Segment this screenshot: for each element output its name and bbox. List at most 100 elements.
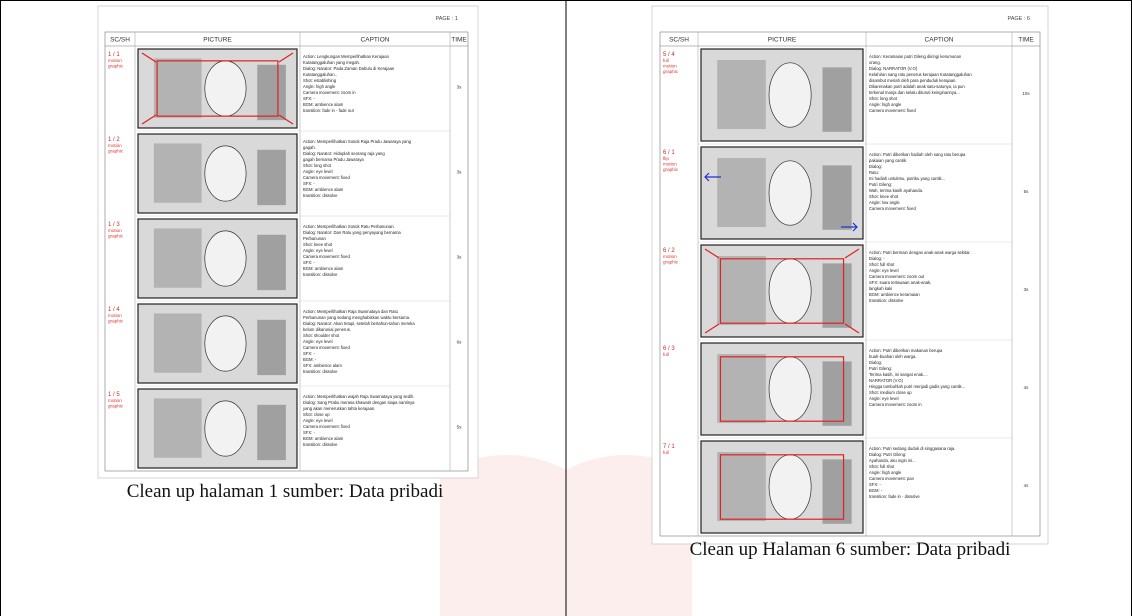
camera-arrow bbox=[278, 114, 294, 125]
caption-line: SFX: - bbox=[869, 482, 881, 487]
page-label: PAGE : 6 bbox=[1007, 16, 1030, 22]
caption-line: Dialog: - bbox=[869, 256, 885, 261]
caption-line: BGM: ambience alam bbox=[303, 187, 344, 192]
caption-line: yang akan meneruskan tahta kerajaan. bbox=[303, 406, 375, 411]
sketch-figure bbox=[768, 356, 812, 422]
caption-line: Shot: full shot bbox=[869, 464, 895, 469]
scene-number: 1 / 4 bbox=[108, 307, 120, 313]
caption-line: BGM: ambience alam bbox=[303, 102, 344, 107]
caption-line: terkenal manja dan selalu dituruti keing… bbox=[869, 90, 960, 95]
scene-note: motion graphic bbox=[108, 398, 124, 409]
sketch-shade bbox=[153, 143, 202, 203]
caption-line: Dialog: Narator: Hiduplah seorang raja y… bbox=[303, 151, 385, 156]
caption-line: Ratu: bbox=[869, 170, 879, 175]
camera-arrow bbox=[844, 248, 860, 259]
caption-line: Angle: eye level bbox=[303, 339, 333, 344]
table-border bbox=[659, 31, 1041, 537]
caption-line: Action: Memperlihatkan Sosok Raja Pradu … bbox=[303, 139, 412, 144]
shot-time: 5s bbox=[457, 425, 463, 430]
caption-line: Camera movement: fixed bbox=[869, 206, 916, 211]
caption-line: transition: dissolve bbox=[303, 272, 338, 277]
sketch-figure bbox=[204, 315, 247, 372]
caption-line: transition: dissolve bbox=[303, 369, 338, 374]
column-header: PICTURE bbox=[768, 37, 797, 44]
caption-line: Angle: eye level bbox=[303, 169, 333, 174]
caption-line: transition: fade in - fade out bbox=[303, 108, 355, 113]
scene-note: flip motion graphic bbox=[663, 156, 679, 172]
sketch-shade bbox=[822, 459, 852, 524]
caption-line: Perbanunan yang sedang menghabiskan wakt… bbox=[303, 315, 410, 320]
caption-line: Action: Keramaian putri Gileng diiringi … bbox=[869, 54, 962, 59]
caption-line: Putri Gileng: bbox=[869, 366, 892, 371]
caption-line: Camera movement: fixed bbox=[303, 254, 350, 259]
camera-arrow bbox=[704, 323, 720, 334]
caption-line: Shot: full shot bbox=[869, 262, 895, 267]
sketch-shade bbox=[257, 319, 286, 376]
caption-line: Camera movement: fixed bbox=[303, 175, 350, 180]
caption-line: Dialog: Narator: Akan tetapi, setelah be… bbox=[303, 321, 415, 326]
sketch-shade bbox=[717, 60, 766, 130]
sketch-shade bbox=[153, 228, 202, 288]
sketch-figure bbox=[204, 400, 247, 457]
caption-line: Action: Putri sedang duduk di singgasana… bbox=[869, 446, 955, 451]
scene-note: full motion graphic bbox=[663, 58, 679, 74]
column-header: CAPTION bbox=[361, 37, 390, 44]
sketch-figure bbox=[768, 62, 812, 128]
caption-line: Dialog: NARRATOR (V.O) bbox=[869, 66, 918, 71]
shot-time: 5s bbox=[1024, 189, 1030, 194]
caption-line: BGM: ambience keramaian bbox=[869, 292, 920, 297]
caption-line: transition: dissolve bbox=[303, 193, 338, 198]
caption-line: Shot: long shot bbox=[869, 96, 898, 101]
sketch-shade bbox=[822, 361, 852, 426]
camera-arrow bbox=[141, 114, 157, 125]
sketch-shade bbox=[717, 354, 766, 424]
sketch-figure bbox=[204, 145, 247, 202]
column-header: CAPTION bbox=[925, 37, 954, 44]
caption-line: Dialog: Narator: Pada Zaman Dahulu di Ke… bbox=[303, 66, 395, 71]
scene-number: 1 / 5 bbox=[108, 392, 120, 398]
motion-arrow bbox=[704, 172, 721, 182]
shot-time: 3s bbox=[457, 170, 463, 175]
sketch-shade bbox=[717, 452, 766, 522]
caption-line: Angle: low angle bbox=[869, 200, 900, 205]
caption-line: Action: Memperlihatkan Raja Swarnataya d… bbox=[303, 309, 399, 314]
caption-line: SFX: suara tertawaan anak-anak, bbox=[869, 280, 931, 285]
sketch-shade bbox=[153, 398, 202, 458]
shot-time: 3s bbox=[457, 255, 463, 260]
sketch-shade bbox=[257, 234, 286, 291]
caption-line: Angle: eye level bbox=[869, 268, 899, 273]
caption-line: Ini hadiah untukmu, putriku yang cantik.… bbox=[869, 176, 945, 181]
caption-line: Angle: high angle bbox=[869, 102, 902, 107]
page-label: PAGE : 1 bbox=[435, 16, 458, 22]
caption-line: Terima kasih, ini sangat enak.... bbox=[869, 372, 928, 377]
caption-line: Action: Putri diberikan hadiah oleh sang… bbox=[869, 152, 966, 157]
caption-line: Kutatanggaluhan.. bbox=[303, 72, 337, 77]
caption-line: orang. bbox=[869, 60, 881, 65]
caption-line: Angle: high angle bbox=[303, 84, 336, 89]
scene-number: 1 / 3 bbox=[108, 222, 120, 228]
caption-line: disambut meriah oleh para penduduk keraj… bbox=[869, 78, 957, 83]
caption-line: Dialog: Narator: Dan Ratu yang penyayang… bbox=[303, 230, 401, 235]
caption-line: pakaian yang cantik. bbox=[869, 158, 907, 163]
caption-line: transition: fade in - dissolve bbox=[869, 494, 920, 499]
shot-time: 3s bbox=[1024, 287, 1030, 292]
caption-line: Dialog: Sang Prabu merasa khawatir denga… bbox=[303, 400, 415, 405]
caption-line: Dikarenakan putri adalah anak satu-satun… bbox=[869, 84, 965, 89]
caption-line: langkah kaki bbox=[869, 286, 892, 291]
sketch-figure bbox=[768, 454, 812, 520]
figure-caption: Clean up halaman 1 sumber: Data pribadi bbox=[127, 481, 444, 502]
shot-time: 4s bbox=[1024, 483, 1030, 488]
caption-line: Hingga tumbuhlah putri menjadi gadis yan… bbox=[869, 384, 965, 389]
caption-line: Camera movement: pan bbox=[869, 476, 915, 481]
scene-number: 6 / 3 bbox=[663, 346, 675, 352]
caption-line: Kutatanggaluhan yang megah. bbox=[303, 60, 360, 65]
caption-line: Putri Gileng: bbox=[869, 182, 892, 187]
caption-line: Action: Memperlihatkan Sosok Ratu Perban… bbox=[303, 224, 395, 229]
column-header: SC/SH bbox=[110, 37, 130, 44]
shot-time: 6s bbox=[457, 340, 463, 345]
caption-line: Wah, terima kasih ayahanda. bbox=[869, 188, 923, 193]
caption-line: SFX: - bbox=[303, 96, 315, 101]
